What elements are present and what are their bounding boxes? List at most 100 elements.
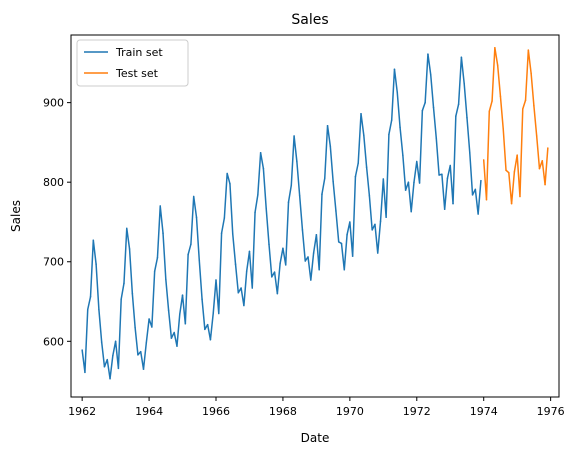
data-point xyxy=(120,298,122,300)
data-point xyxy=(243,304,245,307)
data-point xyxy=(128,248,131,250)
data-point xyxy=(354,175,357,178)
data-point xyxy=(103,366,106,368)
legend-label: Train set xyxy=(115,46,163,59)
data-point xyxy=(326,124,329,127)
data-point xyxy=(519,195,521,198)
data-point xyxy=(131,292,134,295)
data-point xyxy=(301,229,304,231)
data-point xyxy=(513,171,516,173)
data-point xyxy=(530,72,532,74)
data-point xyxy=(441,173,443,175)
data-point xyxy=(126,227,128,230)
data-point xyxy=(276,292,279,295)
data-point xyxy=(265,207,267,210)
data-point xyxy=(349,221,351,223)
data-point xyxy=(388,133,390,136)
data-point xyxy=(81,349,83,351)
data-point xyxy=(117,367,120,370)
data-point xyxy=(494,46,496,49)
data-point xyxy=(312,252,315,254)
data-point xyxy=(240,287,242,289)
series-line xyxy=(482,46,549,205)
data-point xyxy=(170,337,173,339)
data-point xyxy=(284,264,287,266)
data-point xyxy=(390,119,393,121)
data-point xyxy=(215,279,217,281)
data-point xyxy=(533,105,535,107)
data-point xyxy=(192,195,195,198)
data-point xyxy=(165,278,167,280)
data-point xyxy=(416,160,418,163)
x-tick-label: 1970 xyxy=(336,405,364,418)
x-axis-ticks: 1962 1964 1966 1968 1970 1972 1974 1976 xyxy=(68,397,565,418)
data-point xyxy=(363,134,365,136)
data-point xyxy=(432,106,435,109)
legend-label: Test set xyxy=(115,67,159,80)
data-point xyxy=(95,263,97,265)
data-point xyxy=(145,342,148,344)
y-tick-label: 700 xyxy=(43,256,64,269)
data-point xyxy=(268,243,270,245)
data-point xyxy=(435,137,438,140)
series-test-set xyxy=(482,46,549,205)
data-point xyxy=(206,323,209,326)
data-point xyxy=(485,198,488,201)
data-point xyxy=(357,162,359,164)
data-point xyxy=(413,181,415,183)
data-point xyxy=(335,210,337,212)
data-point xyxy=(181,294,184,296)
y-axis-label: Sales xyxy=(9,200,23,232)
data-point xyxy=(524,99,527,101)
data-point xyxy=(418,182,421,184)
data-point xyxy=(262,167,265,170)
data-point xyxy=(340,242,343,245)
data-point xyxy=(452,202,454,205)
data-point xyxy=(368,194,371,197)
data-point xyxy=(173,331,175,334)
data-point xyxy=(429,74,432,76)
data-point xyxy=(321,193,323,195)
data-point xyxy=(522,108,524,110)
data-point xyxy=(457,103,460,105)
data-point xyxy=(346,233,348,236)
y-tick-label: 600 xyxy=(43,335,64,348)
data-point xyxy=(491,100,493,102)
data-point xyxy=(109,377,111,380)
data-point xyxy=(190,243,192,245)
data-point xyxy=(187,253,189,256)
data-point xyxy=(307,256,309,258)
data-point xyxy=(544,183,546,186)
data-point xyxy=(502,128,504,130)
data-point xyxy=(365,166,368,168)
data-point xyxy=(393,68,396,70)
data-point xyxy=(98,308,100,311)
x-tick-label: 1976 xyxy=(537,405,565,418)
data-point xyxy=(159,205,161,207)
series-line xyxy=(81,53,482,380)
data-point xyxy=(351,255,354,257)
data-point xyxy=(382,178,385,180)
data-point xyxy=(329,145,332,148)
data-point xyxy=(151,326,153,328)
data-point xyxy=(167,309,170,312)
data-point xyxy=(508,171,510,174)
data-point xyxy=(134,327,136,329)
data-point xyxy=(220,232,223,234)
data-point xyxy=(223,217,226,219)
y-axis-ticks: 600 700 800 900 xyxy=(43,97,71,348)
data-point xyxy=(469,152,471,154)
data-point xyxy=(402,154,404,156)
data-point xyxy=(198,259,201,261)
data-point xyxy=(212,312,214,315)
data-point xyxy=(89,296,92,298)
data-point xyxy=(112,354,114,357)
data-point xyxy=(153,270,156,273)
data-point xyxy=(293,135,295,137)
legend: Train set Test set xyxy=(76,39,189,87)
data-point xyxy=(229,183,231,185)
data-point xyxy=(259,152,262,154)
data-point xyxy=(496,64,499,66)
data-point xyxy=(123,282,125,284)
x-tick-label: 1972 xyxy=(403,405,431,418)
